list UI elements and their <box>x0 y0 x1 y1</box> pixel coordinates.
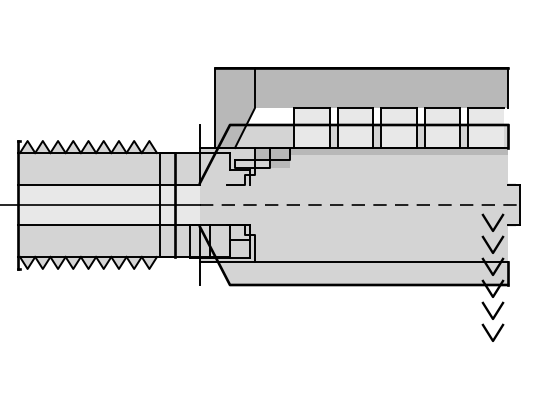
Polygon shape <box>35 257 51 269</box>
Bar <box>160 185 250 225</box>
Polygon shape <box>200 227 508 285</box>
Polygon shape <box>142 257 157 269</box>
Polygon shape <box>200 148 508 262</box>
Polygon shape <box>35 141 51 153</box>
Bar <box>190 225 250 258</box>
Bar <box>425 108 461 148</box>
Polygon shape <box>160 225 250 257</box>
Polygon shape <box>66 257 81 269</box>
Polygon shape <box>142 141 157 153</box>
Bar <box>18 225 175 257</box>
Bar <box>255 68 508 108</box>
Bar <box>18 153 175 185</box>
Bar <box>294 108 329 148</box>
Bar <box>337 108 373 148</box>
Bar <box>381 108 417 148</box>
Polygon shape <box>81 257 96 269</box>
Polygon shape <box>126 257 142 269</box>
Bar <box>469 108 504 148</box>
Polygon shape <box>227 225 255 262</box>
Polygon shape <box>227 148 255 185</box>
Bar <box>508 185 520 225</box>
Polygon shape <box>235 148 290 168</box>
Polygon shape <box>200 183 516 227</box>
Polygon shape <box>66 141 81 153</box>
Polygon shape <box>290 148 508 155</box>
Polygon shape <box>215 68 255 148</box>
Polygon shape <box>96 257 111 269</box>
Bar <box>18 185 175 225</box>
Polygon shape <box>20 257 35 269</box>
Polygon shape <box>51 257 66 269</box>
Polygon shape <box>111 141 126 153</box>
Polygon shape <box>200 125 508 183</box>
Polygon shape <box>20 141 35 153</box>
Polygon shape <box>111 257 126 269</box>
Polygon shape <box>96 141 111 153</box>
Polygon shape <box>81 141 96 153</box>
Polygon shape <box>126 141 142 153</box>
Polygon shape <box>160 153 250 185</box>
Polygon shape <box>51 141 66 153</box>
